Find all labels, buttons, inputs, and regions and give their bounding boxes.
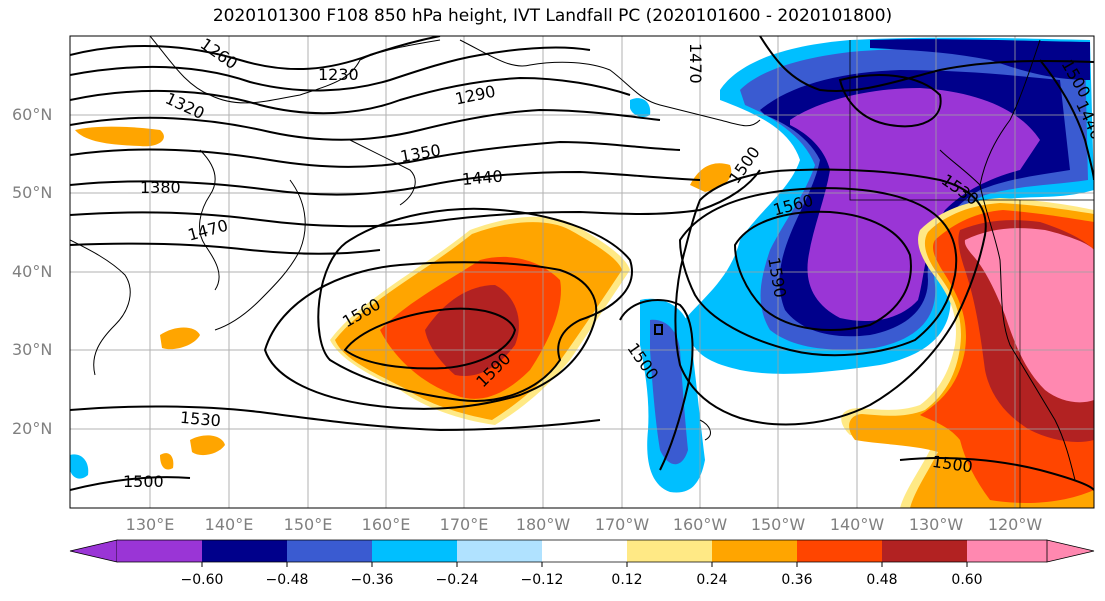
colorbar-tick-label: −0.36 — [350, 572, 394, 588]
colorbar-tick-label: 0.60 — [951, 572, 983, 588]
colorbar-bin — [372, 540, 457, 562]
colorbar-bin — [287, 540, 372, 562]
lon-label: 140°E — [204, 515, 254, 534]
height-contours — [70, 36, 1094, 491]
lat-label: 20°N — [12, 419, 53, 438]
colorbar-bin — [882, 540, 967, 562]
contour-label: 1500 — [123, 472, 164, 491]
lon-label: 150°W — [750, 515, 806, 534]
lon-label: 170°E — [439, 515, 489, 534]
figure-title: 2020101300 F108 850 hPa height, IVT Land… — [212, 6, 893, 26]
colorbar-tick-label: −0.24 — [435, 572, 479, 588]
colorbar-bin — [457, 540, 542, 562]
contour-label: 1230 — [318, 65, 359, 84]
colorbar-tick-label: −0.12 — [520, 572, 564, 588]
contour-label: 1470 — [686, 43, 705, 84]
lon-label: 180°W — [515, 515, 571, 534]
lon-label: 120°W — [987, 515, 1043, 534]
coastlines — [70, 36, 1094, 508]
colorbar-bin — [542, 540, 627, 562]
colorbar-bin — [967, 540, 1047, 562]
colorbar-extend-high — [1046, 539, 1095, 563]
contour-label: 1440 — [461, 166, 503, 188]
lon-label: 150°E — [283, 515, 333, 534]
colorbar-tick-label: 0.36 — [781, 572, 813, 588]
ivt-positive-westcoast — [841, 198, 1094, 508]
colorbar — [69, 539, 1095, 567]
lat-label: 50°N — [12, 183, 53, 202]
colorbar-tick-label: −0.48 — [265, 572, 309, 588]
lat-label: 60°N — [12, 105, 53, 124]
contour-label: 1380 — [140, 178, 181, 197]
lon-label: 170°W — [594, 515, 650, 534]
lon-label: 160°W — [672, 515, 728, 534]
colorbar-bin — [117, 540, 202, 562]
colorbar-tick-label: −0.60 — [180, 572, 224, 588]
colorbar-bin — [202, 540, 287, 562]
graticule — [70, 36, 1094, 508]
colorbar-bin — [712, 540, 797, 562]
colorbar-bin — [627, 540, 712, 562]
colorbar-tick-label: 0.24 — [696, 572, 728, 588]
lon-label: 130°E — [125, 515, 175, 534]
lat-label: 40°N — [12, 262, 53, 281]
colorbar-tick-label: 0.48 — [866, 572, 898, 588]
colorbar-tick-label: 0.12 — [611, 572, 643, 588]
colorbar-extend-low — [69, 539, 118, 563]
colorbar-bin — [797, 540, 882, 562]
lon-label: 160°E — [361, 515, 411, 534]
map-frame — [69, 35, 1095, 509]
contour-label: 1530 — [179, 408, 221, 430]
lon-label: 130°W — [908, 515, 964, 534]
lon-label: 140°W — [829, 515, 885, 534]
ivt-negative-west-patches — [70, 98, 651, 479]
lat-label: 30°N — [12, 340, 53, 359]
